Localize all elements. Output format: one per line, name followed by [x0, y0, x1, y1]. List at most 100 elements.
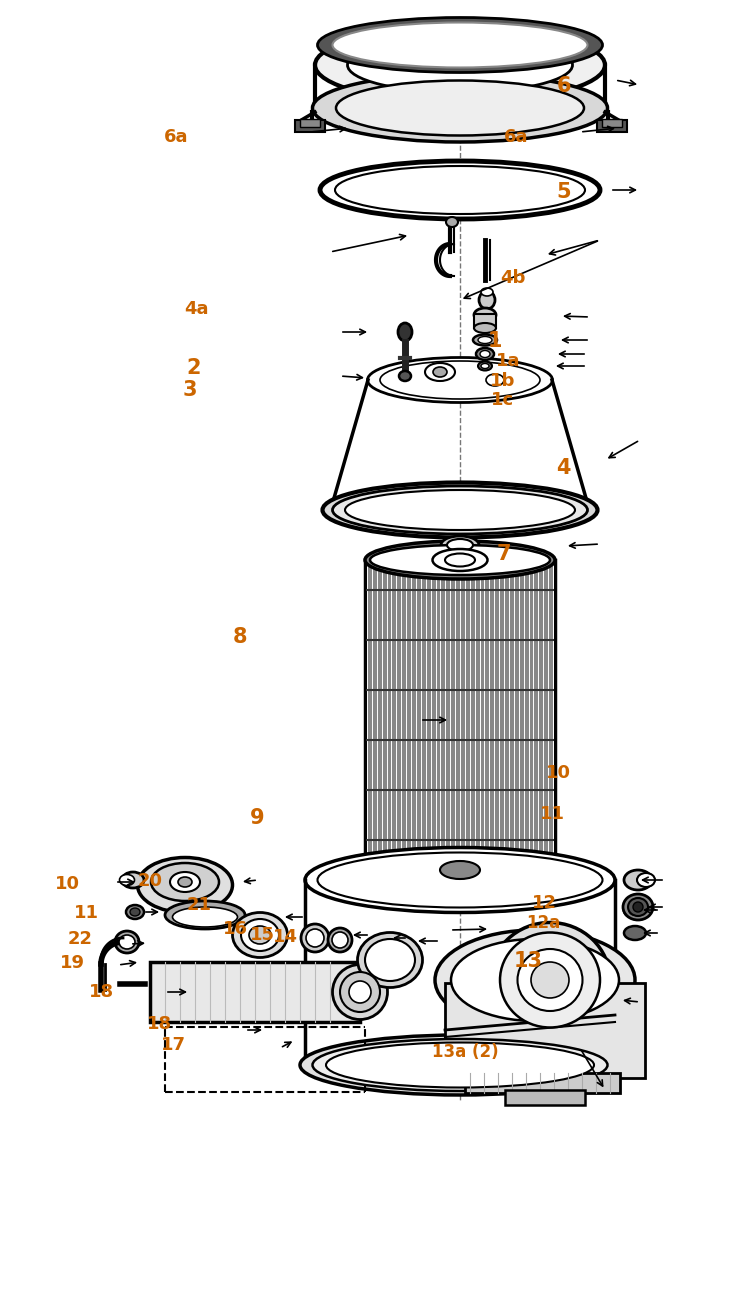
- Ellipse shape: [479, 291, 495, 309]
- Ellipse shape: [432, 549, 487, 571]
- Ellipse shape: [138, 858, 232, 913]
- Ellipse shape: [320, 161, 600, 218]
- Text: 11: 11: [74, 903, 99, 922]
- Bar: [367, 560, 553, 870]
- Ellipse shape: [119, 935, 135, 949]
- Ellipse shape: [151, 863, 219, 901]
- Ellipse shape: [336, 81, 584, 135]
- Ellipse shape: [317, 853, 602, 907]
- Ellipse shape: [249, 926, 271, 944]
- Text: 1b: 1b: [490, 372, 515, 390]
- Ellipse shape: [326, 1043, 594, 1088]
- Ellipse shape: [441, 536, 479, 554]
- Ellipse shape: [365, 939, 415, 982]
- Bar: [505, 1089, 585, 1105]
- Ellipse shape: [481, 364, 489, 368]
- Ellipse shape: [345, 490, 575, 530]
- Ellipse shape: [624, 870, 652, 891]
- Ellipse shape: [323, 482, 598, 537]
- Ellipse shape: [481, 289, 493, 296]
- Ellipse shape: [446, 217, 458, 228]
- Ellipse shape: [340, 972, 380, 1011]
- Bar: [445, 983, 645, 1078]
- Text: 4a: 4a: [184, 300, 209, 318]
- Text: 19: 19: [60, 954, 85, 972]
- Ellipse shape: [628, 898, 648, 916]
- Ellipse shape: [115, 931, 139, 953]
- Ellipse shape: [126, 905, 144, 919]
- Ellipse shape: [357, 932, 423, 988]
- Text: 9: 9: [250, 807, 264, 828]
- Text: 13: 13: [514, 950, 543, 971]
- Text: 8: 8: [233, 627, 247, 647]
- Ellipse shape: [476, 348, 494, 360]
- Text: 17: 17: [161, 1036, 186, 1054]
- Text: 7: 7: [496, 543, 511, 564]
- Ellipse shape: [313, 1039, 608, 1091]
- Text: 3: 3: [183, 380, 197, 400]
- Ellipse shape: [349, 982, 371, 1004]
- Ellipse shape: [440, 861, 480, 879]
- Ellipse shape: [332, 486, 587, 534]
- Ellipse shape: [365, 541, 555, 578]
- Ellipse shape: [473, 334, 497, 346]
- Ellipse shape: [433, 367, 447, 377]
- Text: 20: 20: [138, 872, 162, 891]
- Ellipse shape: [500, 932, 600, 1027]
- Text: 10: 10: [55, 875, 80, 893]
- Text: 6a: 6a: [164, 127, 189, 146]
- Ellipse shape: [637, 874, 655, 887]
- Ellipse shape: [480, 351, 490, 358]
- Ellipse shape: [328, 928, 352, 952]
- Text: 18: 18: [89, 983, 114, 1001]
- Bar: [465, 1072, 620, 1093]
- Text: 12a: 12a: [526, 914, 561, 932]
- Ellipse shape: [232, 913, 287, 958]
- Ellipse shape: [633, 902, 643, 913]
- Text: 11: 11: [540, 805, 565, 823]
- Ellipse shape: [624, 926, 646, 940]
- Ellipse shape: [332, 22, 587, 68]
- Ellipse shape: [315, 27, 605, 103]
- Ellipse shape: [474, 308, 496, 322]
- Ellipse shape: [335, 166, 585, 214]
- Ellipse shape: [120, 875, 135, 885]
- Ellipse shape: [172, 907, 238, 927]
- Text: 5: 5: [556, 182, 571, 203]
- Text: 4b: 4b: [500, 269, 526, 287]
- Ellipse shape: [368, 358, 553, 403]
- Text: 22: 22: [68, 930, 92, 948]
- Ellipse shape: [300, 1035, 620, 1095]
- Text: 18: 18: [147, 1015, 172, 1034]
- Ellipse shape: [317, 17, 602, 73]
- Bar: [602, 120, 622, 127]
- Text: 1: 1: [487, 330, 502, 351]
- Text: 15: 15: [250, 926, 275, 944]
- Bar: [300, 120, 320, 127]
- Bar: [295, 120, 325, 133]
- Ellipse shape: [445, 554, 475, 567]
- Ellipse shape: [623, 894, 653, 920]
- Ellipse shape: [130, 907, 140, 916]
- Text: 2: 2: [186, 358, 201, 378]
- Ellipse shape: [170, 872, 200, 892]
- Bar: [474, 315, 496, 328]
- Ellipse shape: [178, 878, 192, 887]
- Text: 4: 4: [556, 458, 571, 478]
- Text: 6: 6: [556, 75, 571, 96]
- Ellipse shape: [425, 363, 455, 381]
- Ellipse shape: [474, 322, 496, 333]
- Ellipse shape: [313, 74, 608, 142]
- Ellipse shape: [478, 361, 492, 370]
- Text: 1c: 1c: [491, 391, 514, 410]
- Ellipse shape: [629, 905, 641, 915]
- Ellipse shape: [305, 848, 615, 913]
- Ellipse shape: [451, 939, 619, 1021]
- Ellipse shape: [624, 902, 646, 918]
- Ellipse shape: [490, 923, 610, 1037]
- Ellipse shape: [435, 930, 635, 1030]
- Ellipse shape: [332, 965, 387, 1019]
- Ellipse shape: [365, 854, 555, 887]
- Text: 21: 21: [186, 896, 211, 914]
- Bar: [597, 120, 627, 133]
